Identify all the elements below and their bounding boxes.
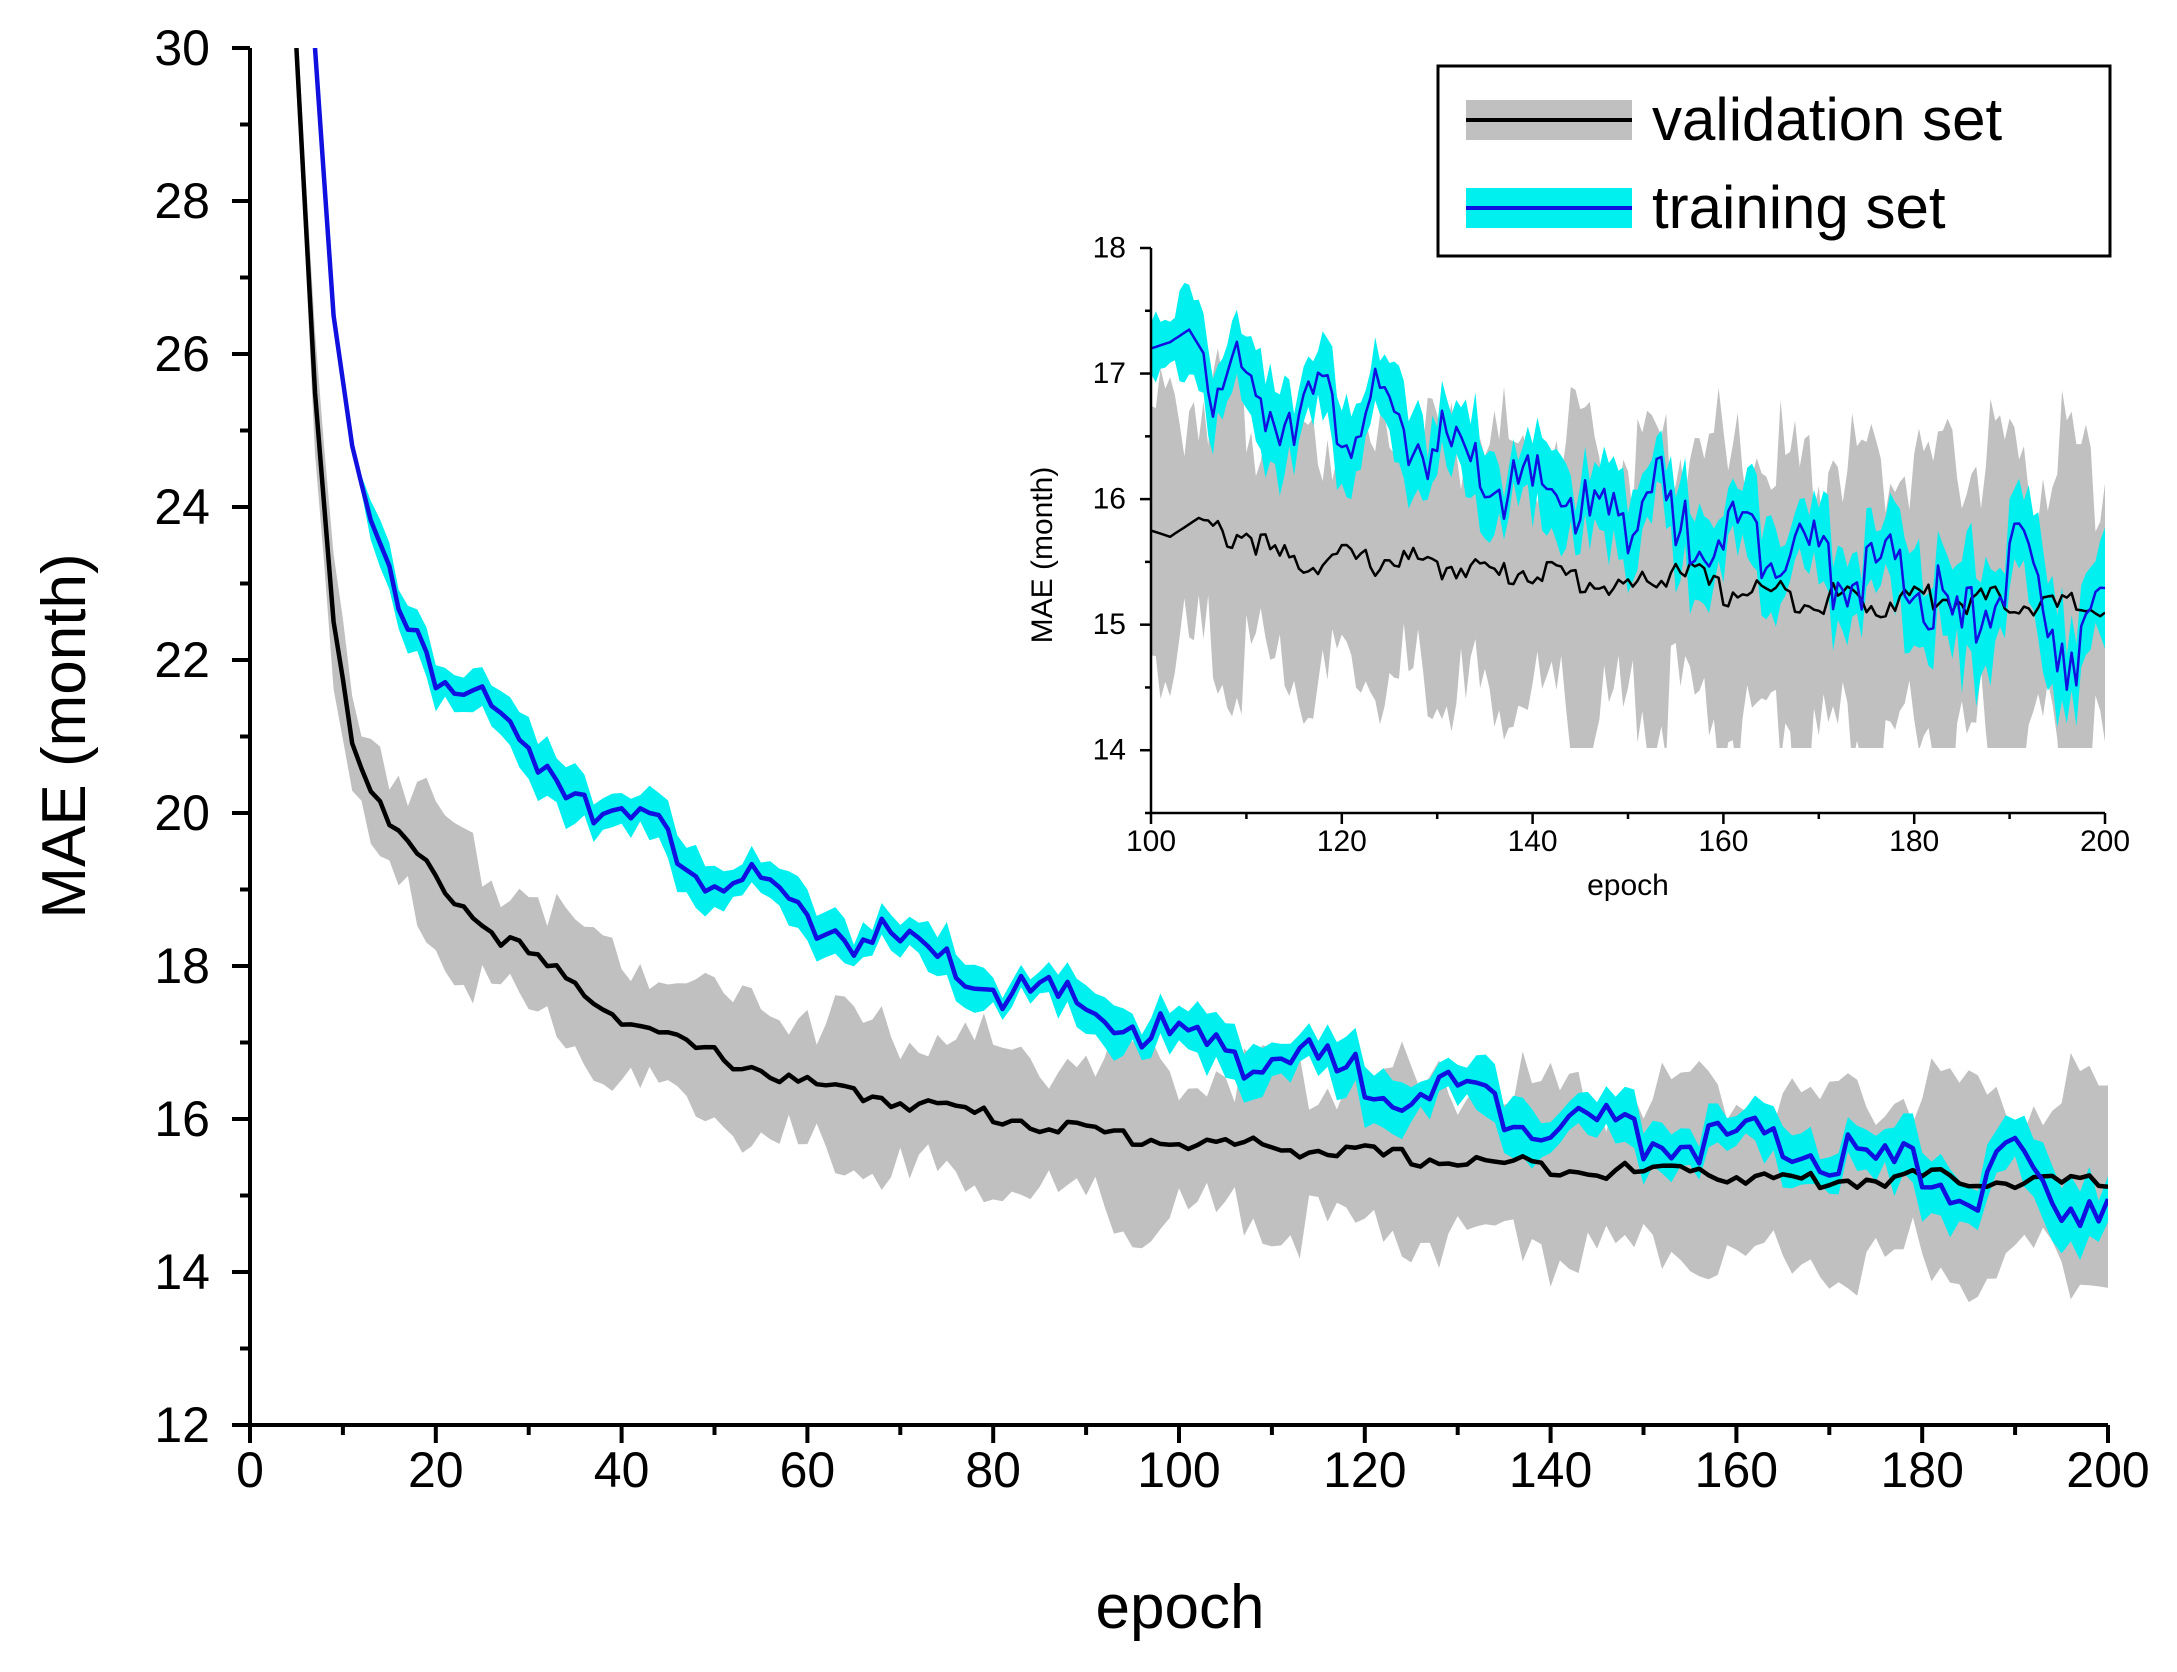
main-y-axis-title: MAE (month) bbox=[30, 553, 99, 918]
main-y-tick-label: 16 bbox=[154, 1091, 210, 1147]
main-line-training bbox=[312, 48, 2108, 1229]
main-y-tick-label: 26 bbox=[154, 326, 210, 382]
inset-y-tick-label: 17 bbox=[1093, 357, 1126, 390]
main-y-tick-label: 30 bbox=[154, 20, 210, 76]
main-y-tick-label: 22 bbox=[154, 632, 210, 688]
main-axes: 0 20 40 60 80 100 120 140 160 180 200 12 14 16 18 20 22 2… bbox=[154, 20, 2149, 1498]
inset-y-tick-label: 15 bbox=[1093, 608, 1126, 641]
main-x-tick-label: 100 bbox=[1137, 1442, 1220, 1498]
inset-x-tick-label: 100 bbox=[1126, 825, 1176, 858]
main-x-axis-title: epoch bbox=[1096, 1573, 1265, 1642]
main-series-area bbox=[294, 48, 2108, 1303]
main-x-tick-label: 20 bbox=[408, 1442, 464, 1498]
main-band-validation bbox=[296, 48, 2108, 1303]
inset-x-tick-label: 120 bbox=[1317, 825, 1367, 858]
main-x-tick-label: 200 bbox=[2066, 1442, 2149, 1498]
inset-x-tick-label: 200 bbox=[2080, 825, 2130, 858]
main-x-tick-label: 140 bbox=[1509, 1442, 1592, 1498]
main-x-tick-label: 180 bbox=[1880, 1442, 1963, 1498]
inset-y-tick-label: 14 bbox=[1093, 734, 1126, 767]
main-y-tick-label: 14 bbox=[154, 1244, 210, 1300]
inset-line-training bbox=[1151, 328, 2105, 691]
main-x-tick-label: 120 bbox=[1323, 1442, 1406, 1498]
main-y-tick-label: 20 bbox=[154, 785, 210, 841]
legend-label-validation: validation set bbox=[1652, 86, 2003, 153]
inset-y-tick-label: 18 bbox=[1093, 232, 1126, 265]
main-x-tick-label: 0 bbox=[236, 1442, 264, 1498]
main-x-tick-label: 40 bbox=[594, 1442, 650, 1498]
inset-y-axis-title: MAE (month) bbox=[1026, 467, 1059, 644]
main-y-tick-label: 24 bbox=[154, 479, 210, 535]
main-x-tick-label: 160 bbox=[1695, 1442, 1778, 1498]
inset-x-tick-label: 140 bbox=[1508, 825, 1558, 858]
main-plot: 0 20 40 60 80 100 120 140 160 180 200 12 14 16 18 20 22 2… bbox=[30, 20, 2150, 1642]
inset-x-tick-label: 180 bbox=[1889, 825, 1939, 858]
legend: validation set training set bbox=[1436, 64, 2112, 258]
main-band-training bbox=[315, 48, 2108, 1261]
main-line-validation bbox=[294, 48, 2108, 1191]
inset-plot: 100 120 140 160 180 200 14 15 16 17 18 epoch MAE (… bbox=[1026, 232, 2130, 903]
legend-label-training: training set bbox=[1652, 174, 1946, 241]
main-x-tick-label: 80 bbox=[965, 1442, 1021, 1498]
inset-y-tick-label: 16 bbox=[1093, 483, 1126, 516]
main-x-tick-label: 60 bbox=[780, 1442, 836, 1498]
inset-axes: 100 120 140 160 180 200 14 15 16 17 18 bbox=[1093, 232, 2130, 859]
inset-x-axis-title: epoch bbox=[1587, 869, 1669, 902]
inset-line-validation bbox=[1151, 516, 2105, 619]
inset-x-tick-label: 160 bbox=[1698, 825, 1748, 858]
main-y-tick-label: 28 bbox=[154, 173, 210, 229]
inset-series-area bbox=[1151, 282, 2105, 748]
main-y-tick-label: 12 bbox=[154, 1397, 210, 1453]
main-y-tick-label: 18 bbox=[154, 938, 210, 994]
